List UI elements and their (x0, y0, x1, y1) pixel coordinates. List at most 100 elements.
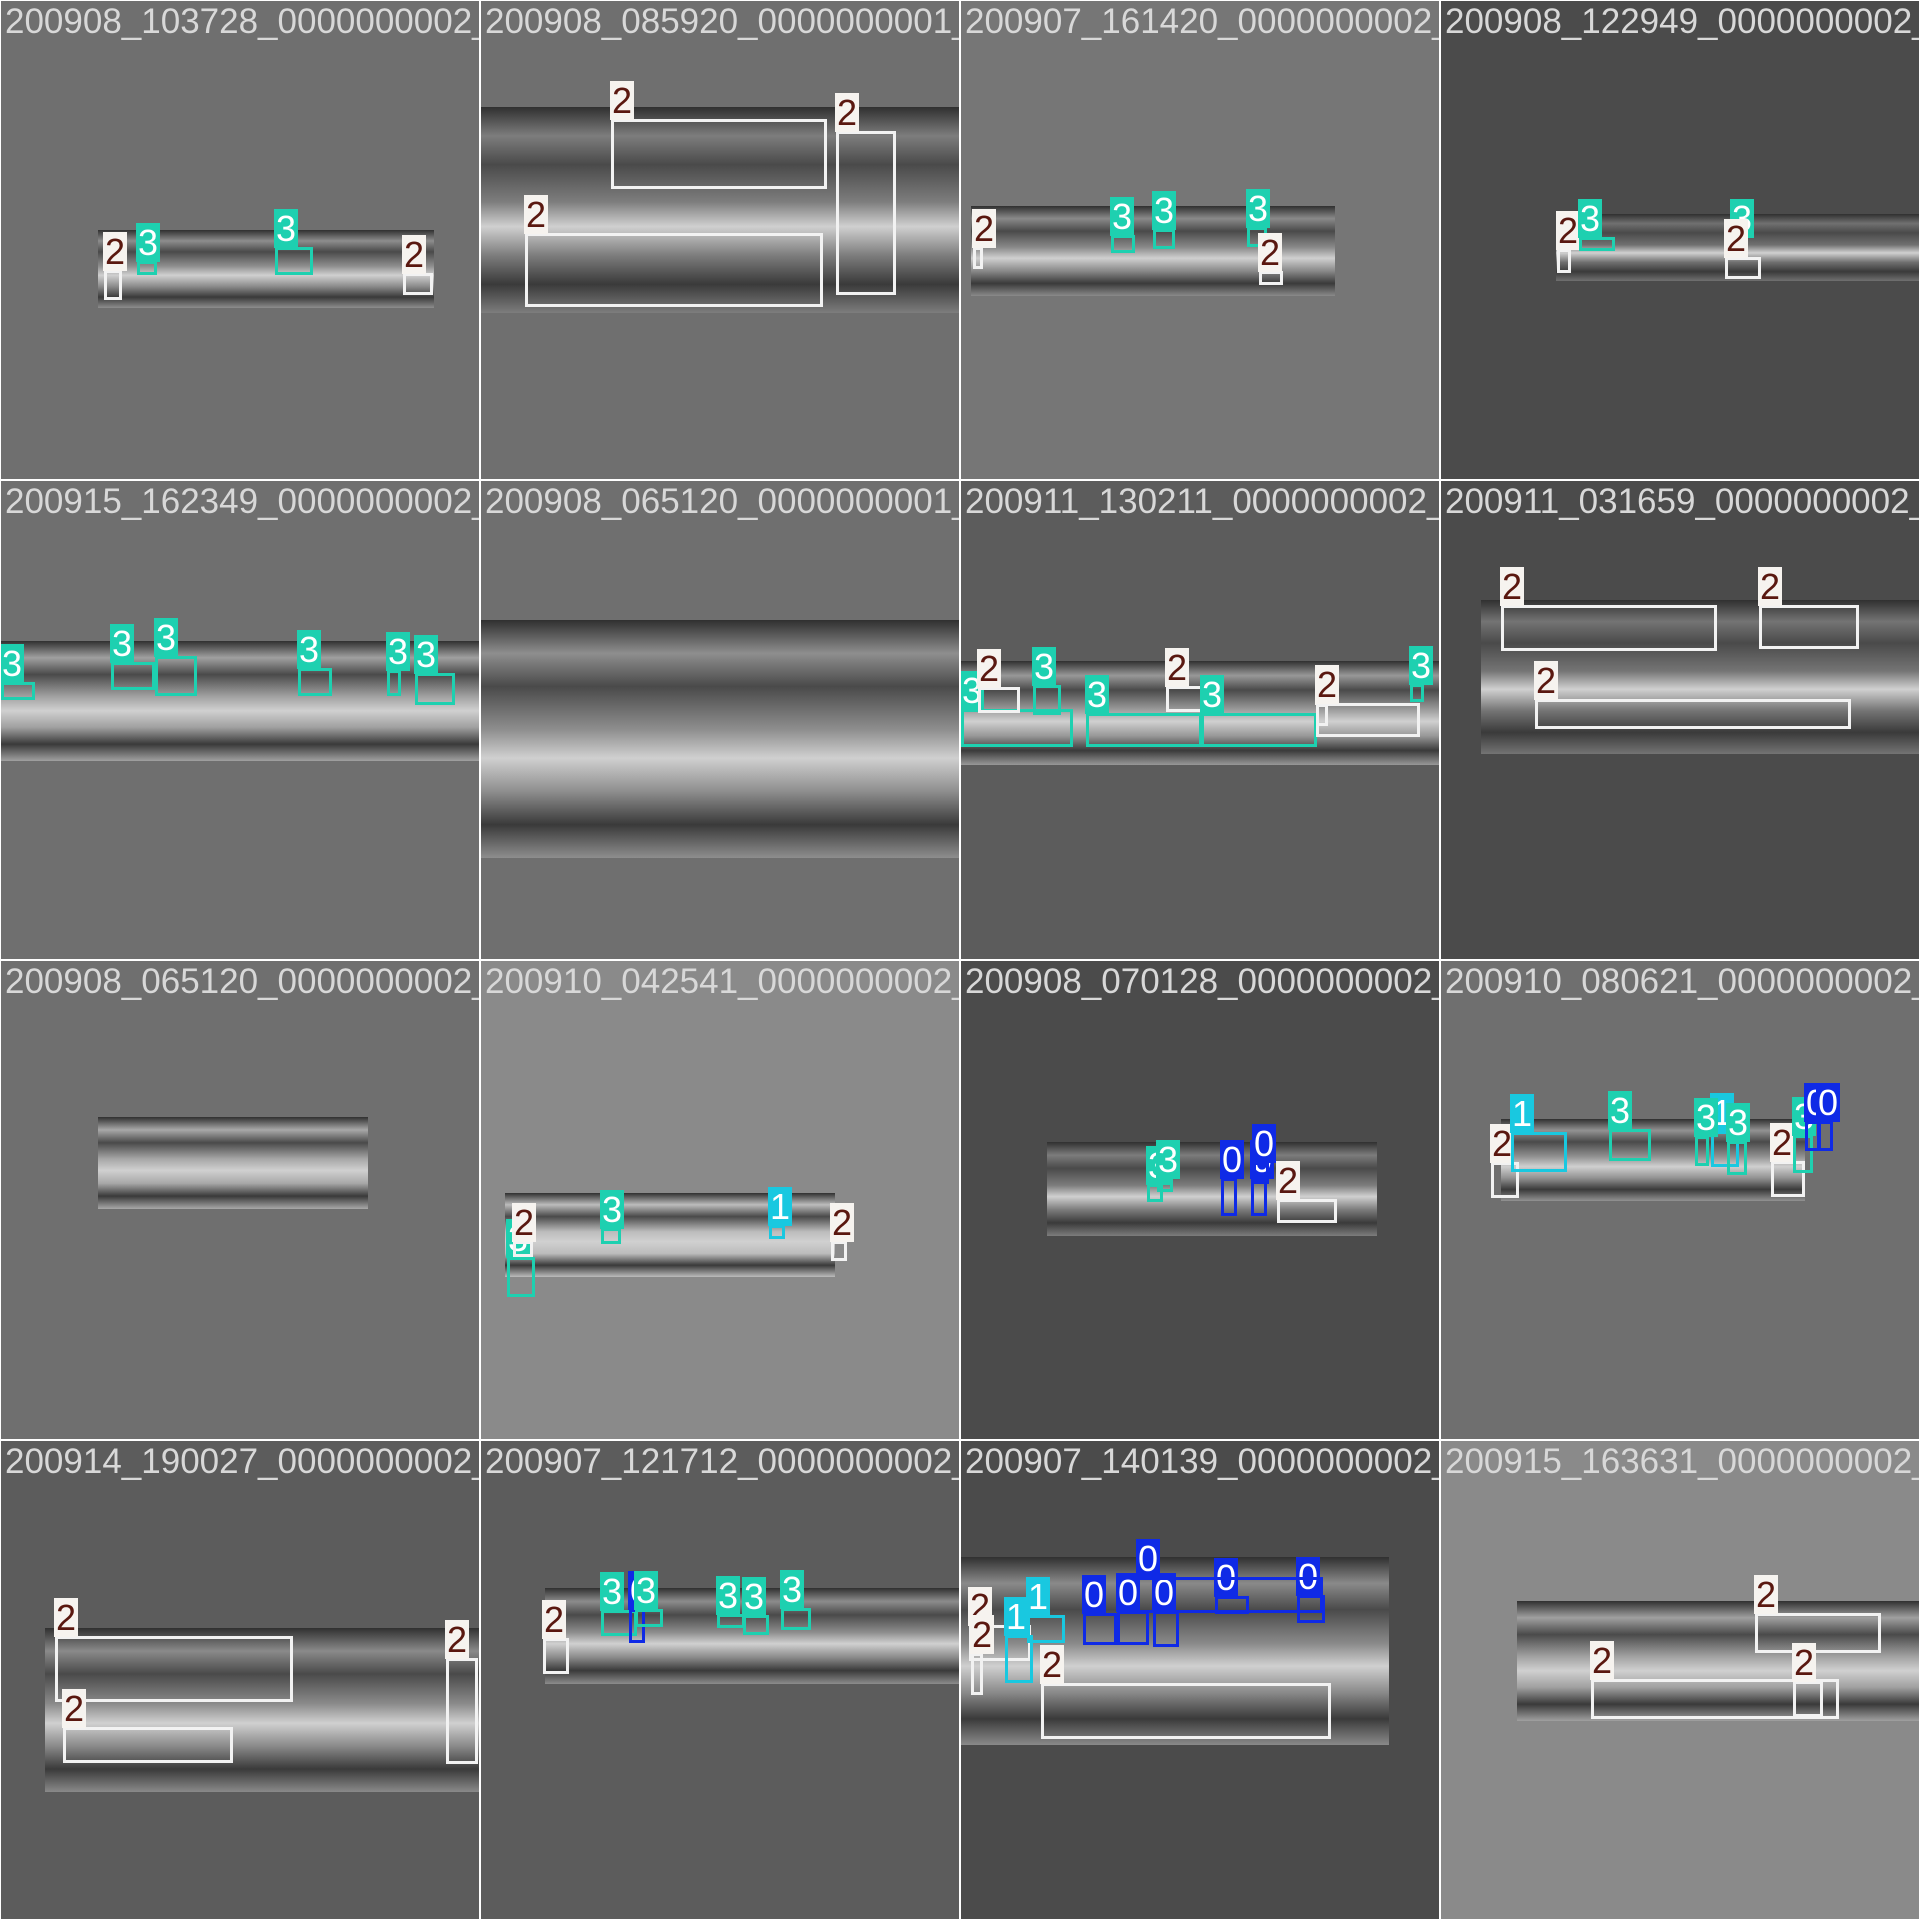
class-label: 0 (1252, 1123, 1277, 1164)
class-label: 3 (1085, 674, 1110, 715)
detection-box: 2 (445, 1620, 478, 1764)
bounding-box (1259, 271, 1283, 285)
bounding-box (1793, 1681, 1823, 1717)
bounding-box (1591, 1679, 1839, 1719)
class-label: 0 (1082, 1574, 1107, 1615)
detection-box: 3 (1152, 191, 1177, 249)
detection-box: 3 (274, 209, 313, 275)
image-tile: 323323223200911_130211_0000000002_CAM_1_… (961, 481, 1439, 959)
bounding-box (1086, 713, 1202, 747)
detection-box: 3 (414, 635, 455, 705)
detection-box: 3 (1409, 646, 1434, 702)
bounding-box (137, 261, 157, 275)
detection-box: 2 (1770, 1123, 1805, 1197)
class-label: 3 (1032, 646, 1057, 687)
detection-box: 3 (1032, 647, 1061, 715)
bounding-box (1755, 1613, 1881, 1653)
detection-box: 3 (154, 618, 197, 696)
detection-box: 2 (542, 1600, 569, 1674)
bounding-box (1005, 1635, 1033, 1683)
tile-filename: 200910_042541_0000000002_CAM_1_OK_1.jpg (485, 962, 959, 1001)
bounding-box (1491, 1162, 1519, 1198)
bounding-box (446, 1658, 478, 1764)
image-tile: 2332200908_103728_0000000002_CAM_1_NG_0.… (1, 1, 479, 479)
detection-box: 2 (830, 1203, 855, 1261)
class-label: 3 (1409, 645, 1434, 686)
bounding-box (717, 1614, 745, 1628)
detection-box: 3 (1110, 197, 1135, 253)
class-label: 3 (1152, 190, 1177, 231)
tile-filename: 200907_161420_0000000002_CAM_1_NG_1.jpg (965, 2, 1439, 41)
bounding-box (1, 682, 35, 700)
bounding-box (836, 131, 896, 295)
detection-box: 2 (1724, 219, 1761, 279)
class-label: 2 (512, 1202, 537, 1243)
detection-box: 2 (1758, 567, 1859, 649)
class-label: 2 (1165, 647, 1190, 688)
bounding-box (1711, 1131, 1739, 1167)
class-label: 3 (110, 623, 135, 664)
class-label: 2 (1754, 1574, 1779, 1615)
detection-box: 2 (1165, 648, 1204, 712)
class-label: 0 (1116, 1572, 1141, 1613)
detection-box: 3 (1608, 1091, 1651, 1161)
bounding-box (831, 1241, 847, 1261)
detection-box: 3 (1726, 1103, 1751, 1175)
tile-filename: 200908_065120_0000000002_CAM_1_NG_0.jpg (5, 962, 479, 1001)
class-label: 3 (1110, 196, 1135, 237)
bounding-box (104, 270, 122, 300)
detection-box: 2 (524, 195, 823, 307)
class-label: 2 (1258, 232, 1283, 273)
detection-box: 1 (1026, 1577, 1065, 1643)
bounding-box (298, 668, 332, 696)
bounding-box (1137, 1577, 1323, 1613)
class-label: 3 (600, 1571, 625, 1612)
bounding-box (513, 1241, 533, 1257)
bounding-box (1316, 703, 1420, 737)
bounding-box (1557, 249, 1571, 273)
bounding-box (1253, 1162, 1269, 1184)
class-label: 2 (1500, 566, 1525, 607)
bounding-box (387, 670, 401, 696)
detection-box: 2 (1590, 1641, 1839, 1719)
tile-filename: 200911_031659_0000000002_CAM_1_NG_0.jpg (1445, 482, 1919, 521)
class-label: 2 (402, 234, 427, 275)
image-tile: 2131332300200910_080621_0000000002_CAM_1… (1441, 961, 1919, 1439)
detection-box: 3 (634, 1571, 663, 1627)
tile-filename: 200907_121712_0000000002_CAM_1_NG_1.jpg (485, 1442, 959, 1481)
bounding-box (415, 673, 455, 705)
class-label: 2 (1758, 566, 1783, 607)
class-label: 3 (136, 222, 161, 263)
class-label: 3 (1608, 1090, 1633, 1131)
bounding-box (1201, 713, 1317, 747)
detection-box: 3 (136, 223, 161, 275)
bounding-box (507, 1257, 535, 1297)
detection-box: 3 (297, 630, 332, 696)
specimen-image (1517, 1601, 1919, 1721)
bounding-box (1027, 1615, 1065, 1643)
image-tile: 2 2 2 200914_190027_0000000002_CAM_1_NG_1.j… (1, 1441, 479, 1919)
bounding-box (1041, 1683, 1331, 1739)
detection-box: 2 (977, 649, 1020, 713)
class-label: 2 (1556, 210, 1581, 251)
class-label: 1 (1004, 1596, 1029, 1637)
image-tile: 2303333200907_121712_0000000002_CAM_1_NG… (481, 1441, 959, 1919)
class-label: 2 (610, 80, 635, 121)
tile-filename: 200907_140139_0000000002_CAM_1_OK_3.jpg (965, 1442, 1439, 1481)
image-tile: 2 2 2 200911_031659_0000000002_CAM_1_NG_0.j… (1441, 481, 1919, 959)
detection-box: 0 (1816, 1083, 1841, 1151)
class-label: 2 (970, 1614, 995, 1655)
detection-box: 2 (1258, 233, 1283, 285)
class-label: 3 (634, 1570, 659, 1611)
bounding-box (1609, 1129, 1651, 1161)
detection-box: 2 (1556, 211, 1581, 273)
detection-box: 1 (1004, 1597, 1033, 1683)
bounding-box (1410, 684, 1424, 702)
class-label: 1 (768, 1186, 793, 1227)
class-label: 2 (835, 92, 860, 133)
detection-box: 1 (1510, 1094, 1567, 1172)
bounding-box (781, 1608, 811, 1630)
class-label: 2 (1534, 660, 1559, 701)
detection-box: 2 (1315, 665, 1420, 737)
